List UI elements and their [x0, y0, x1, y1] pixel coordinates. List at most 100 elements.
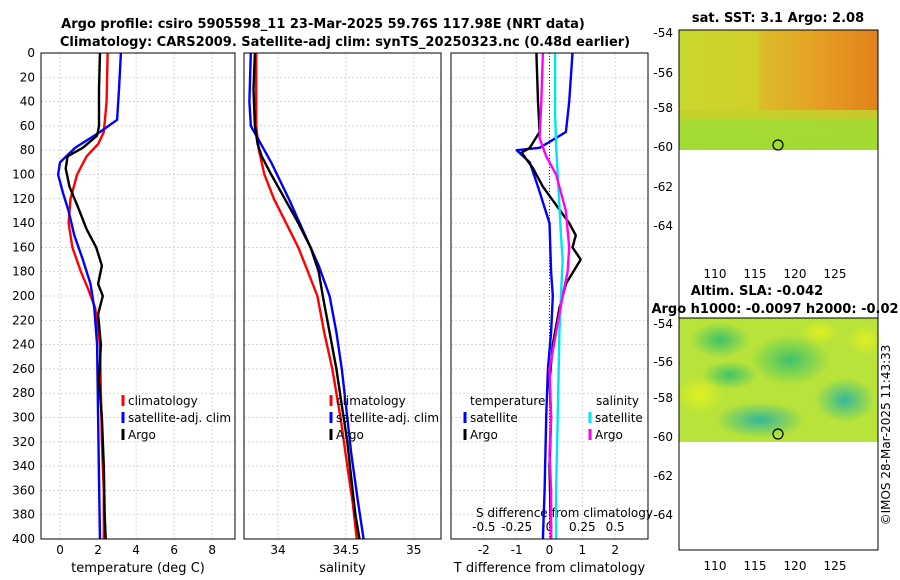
- legend-label: climatology: [336, 394, 406, 408]
- legend-label: satellite-adj. clim: [128, 411, 231, 425]
- header-line-2: Climatology: CARS2009. Satellite-adj cli…: [60, 35, 630, 50]
- sla-ytick-0: -54: [653, 317, 673, 331]
- sla-xtick-2: 120: [784, 559, 807, 573]
- salinity-xtick-label: 35: [406, 543, 421, 557]
- temperature-series-satellite-adj-clim: [56, 52, 123, 540]
- sla-blob: [690, 322, 750, 358]
- temperature-xtick-label: 4: [132, 543, 140, 557]
- sst-argo-marker: [772, 139, 784, 151]
- depth-tick-label: 360: [12, 483, 35, 497]
- depth-tick-label: 280: [12, 386, 35, 400]
- legend-label: satellite: [470, 411, 518, 425]
- salinity-series-climatology: [255, 53, 358, 540]
- sla-xtick-0: 110: [704, 559, 727, 573]
- depth-tick-label: 60: [20, 119, 35, 133]
- sst-ytick-5: -64: [653, 219, 673, 233]
- sst-ytick-0: -54: [653, 26, 673, 40]
- difference-xtick-label: 1: [579, 543, 587, 557]
- legend-t-title: temperature: [470, 394, 545, 408]
- s-diff-tick-label: 0.5: [606, 520, 625, 534]
- depth-tick-label: 80: [20, 143, 35, 157]
- depth-tick-label: 320: [12, 435, 35, 449]
- sla-blob: [800, 320, 840, 344]
- sst-ytick-4: -62: [653, 180, 673, 194]
- temperature-xtick-label: 8: [208, 543, 216, 557]
- sla-map-title-1: Altim. SLA: -0.042: [691, 284, 823, 299]
- difference-xlabel: T difference from climatology: [453, 561, 646, 576]
- depth-tick-label: 380: [12, 508, 35, 522]
- depth-tick-label: 200: [12, 289, 35, 303]
- depth-tick-label: 400: [12, 532, 35, 546]
- difference-frame: [450, 52, 649, 540]
- sst-ytick-1: -56: [653, 66, 673, 80]
- depth-tick-label: 100: [12, 168, 35, 182]
- sla-blob: [750, 335, 830, 385]
- salinity-panel: 34 34.5 35 salinity climatology satellite-adj…: [243, 52, 442, 576]
- s-diff-axis-label: S difference from climatology: [476, 506, 653, 520]
- sla-map: Altim. SLA: -0.042 Argo h1000: -0.0097 h…: [651, 284, 898, 573]
- temperature-xlabel: temperature (deg C): [71, 561, 205, 576]
- difference-xtick-label: -1: [511, 543, 523, 557]
- depth-tick-label: 120: [12, 192, 35, 206]
- depth-tick-label: 180: [12, 265, 35, 279]
- sla-xtick-1: 115: [744, 559, 767, 573]
- s-diff-tick-label: 0: [546, 520, 554, 534]
- temperature-panel: 0204060801001201401601802002202402602803…: [12, 46, 236, 576]
- sla-ytick-2: -58: [653, 391, 673, 405]
- sst-xtick-2: 120: [784, 267, 807, 281]
- sla-xtick-3: 125: [824, 559, 847, 573]
- watermark: ©IMOS 28-Mar-2025 11:43:33: [879, 345, 893, 526]
- difference-xtick-label: 2: [611, 543, 619, 557]
- sst-ytick-2: -58: [653, 101, 673, 115]
- legend-label: Argo: [470, 428, 498, 442]
- legend-label: satellite: [595, 411, 643, 425]
- difference-panel: -2 -1 0 1 2 -0.5 -0.25 0 0.25 0.5S difference fro…: [450, 52, 653, 576]
- legend-label: Argo: [336, 428, 364, 442]
- salinity-series-satellite-adj-clim: [248, 52, 365, 540]
- sla-blob: [815, 378, 875, 422]
- sst-map-title: sat. SST: 3.1 Argo: 2.08: [692, 11, 864, 26]
- difference-series-s-argo: [538, 52, 571, 539]
- temperature-xtick-label: 0: [56, 543, 64, 557]
- temperature-series-argo: [64, 52, 107, 540]
- difference-xtick-label: -2: [478, 543, 490, 557]
- temperature-xtick-label: 2: [94, 543, 102, 557]
- sst-xtick-1: 115: [744, 267, 767, 281]
- depth-tick-label: 20: [20, 70, 35, 84]
- depth-tick-label: 240: [12, 338, 35, 352]
- salinity-xlabel: salinity: [319, 561, 366, 576]
- sst-field-cold: [679, 120, 878, 150]
- legend-label: Argo: [128, 428, 156, 442]
- depth-tick-label: 300: [12, 411, 35, 425]
- sla-ytick-3: -60: [653, 430, 673, 444]
- depth-tick-label: 0: [27, 46, 35, 60]
- depth-tick-label: 260: [12, 362, 35, 376]
- sla-ytick-5: -64: [653, 508, 673, 522]
- sst-xtick-3: 125: [824, 267, 847, 281]
- depth-tick-label: 40: [20, 95, 35, 109]
- depth-tick-label: 340: [12, 459, 35, 473]
- temperature-xtick-label: 6: [170, 543, 178, 557]
- salinity-xtick-label: 34.5: [333, 543, 360, 557]
- legend-s-title: salinity: [596, 394, 639, 408]
- header-line-1: Argo profile: csiro 5905598_11 23-Mar-20…: [61, 17, 585, 32]
- depth-tick-label: 220: [12, 313, 35, 327]
- depth-tick-label: 160: [12, 240, 35, 254]
- sst-map: sat. SST: 3.1 Argo: 2.08 -54 -56 -58 -60…: [653, 11, 879, 551]
- sst-xtick-0: 110: [704, 267, 727, 281]
- legend-label: climatology: [128, 394, 198, 408]
- sla-blob: [702, 361, 758, 389]
- sla-ytick-4: -62: [653, 469, 673, 483]
- depth-tick-label: 140: [12, 216, 35, 230]
- difference-xtick-label: 0: [546, 543, 554, 557]
- legend-label: Argo: [595, 428, 623, 442]
- difference-series-t-satellite: [515, 52, 574, 540]
- legend-label: satellite-adj. clim: [336, 411, 439, 425]
- s-diff-tick-label: -0.25: [501, 520, 532, 534]
- salinity-xtick-label: 34: [270, 543, 285, 557]
- sla-argo-marker: [772, 428, 784, 440]
- sla-blob: [847, 324, 883, 356]
- s-diff-tick-label: 0.25: [569, 520, 596, 534]
- salinity-frame: [243, 52, 442, 540]
